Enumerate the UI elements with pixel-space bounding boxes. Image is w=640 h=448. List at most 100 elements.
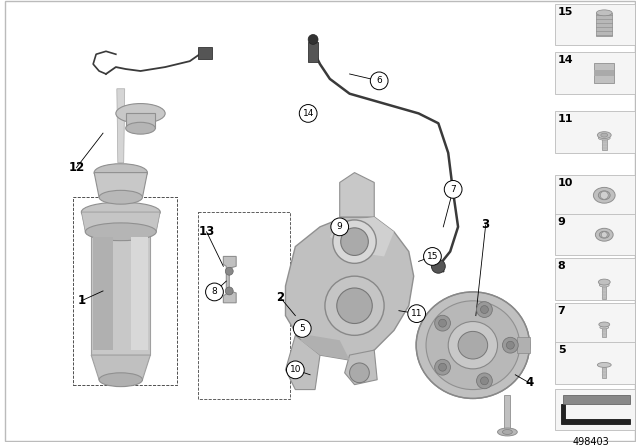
- Polygon shape: [93, 237, 113, 350]
- Circle shape: [225, 287, 233, 295]
- Circle shape: [602, 232, 607, 238]
- Ellipse shape: [597, 362, 611, 367]
- Circle shape: [435, 359, 451, 375]
- Circle shape: [502, 337, 518, 353]
- Polygon shape: [602, 137, 607, 150]
- Text: 9: 9: [337, 222, 342, 231]
- Polygon shape: [595, 70, 614, 76]
- Circle shape: [477, 302, 492, 318]
- Circle shape: [444, 181, 462, 198]
- Polygon shape: [117, 89, 125, 163]
- Circle shape: [408, 305, 426, 323]
- Ellipse shape: [593, 187, 615, 203]
- Ellipse shape: [599, 283, 609, 287]
- Text: 7: 7: [451, 185, 456, 194]
- Bar: [555, 4, 635, 45]
- Circle shape: [340, 228, 369, 255]
- Text: 10: 10: [557, 177, 573, 188]
- Circle shape: [438, 363, 447, 371]
- Circle shape: [337, 288, 372, 323]
- Circle shape: [287, 361, 304, 379]
- Polygon shape: [340, 172, 374, 217]
- Polygon shape: [602, 327, 606, 337]
- Text: 2: 2: [276, 291, 285, 304]
- Ellipse shape: [426, 301, 520, 390]
- Ellipse shape: [81, 202, 160, 222]
- Polygon shape: [504, 395, 510, 429]
- Text: 8: 8: [557, 261, 566, 271]
- Circle shape: [331, 218, 349, 236]
- Text: 7: 7: [557, 306, 566, 316]
- Text: 14: 14: [303, 109, 314, 118]
- Circle shape: [477, 373, 492, 389]
- Polygon shape: [94, 172, 147, 197]
- Text: 11: 11: [411, 309, 422, 318]
- Text: 5: 5: [300, 324, 305, 333]
- Circle shape: [293, 319, 311, 337]
- Circle shape: [506, 341, 515, 349]
- Polygon shape: [345, 350, 377, 385]
- Circle shape: [349, 363, 369, 383]
- Ellipse shape: [600, 326, 609, 329]
- Bar: [555, 303, 635, 344]
- Text: 4: 4: [525, 376, 533, 389]
- Circle shape: [424, 248, 442, 265]
- Text: 15: 15: [427, 252, 438, 261]
- Text: 5: 5: [557, 345, 565, 355]
- Circle shape: [225, 267, 233, 275]
- Text: 3: 3: [482, 218, 490, 231]
- Circle shape: [205, 283, 223, 301]
- Polygon shape: [285, 217, 413, 360]
- Ellipse shape: [597, 132, 611, 138]
- Bar: [555, 214, 635, 255]
- Text: 10: 10: [289, 366, 301, 375]
- Ellipse shape: [598, 191, 610, 200]
- Ellipse shape: [416, 292, 529, 398]
- Ellipse shape: [94, 164, 147, 181]
- Polygon shape: [131, 237, 148, 350]
- Polygon shape: [125, 113, 156, 128]
- Polygon shape: [561, 405, 630, 424]
- Polygon shape: [91, 355, 150, 380]
- Ellipse shape: [502, 430, 513, 435]
- Polygon shape: [596, 13, 612, 36]
- Ellipse shape: [99, 190, 143, 204]
- Circle shape: [308, 34, 318, 44]
- Ellipse shape: [99, 373, 143, 387]
- Ellipse shape: [599, 231, 609, 238]
- Text: 14: 14: [557, 55, 573, 65]
- Circle shape: [481, 306, 488, 314]
- Circle shape: [325, 276, 384, 336]
- Bar: [555, 175, 635, 216]
- Text: 11: 11: [557, 114, 573, 125]
- Text: 8: 8: [212, 288, 218, 297]
- Circle shape: [333, 220, 376, 263]
- Text: 12: 12: [68, 161, 84, 174]
- Ellipse shape: [497, 428, 517, 436]
- Polygon shape: [563, 395, 630, 405]
- Polygon shape: [223, 256, 236, 303]
- Ellipse shape: [448, 322, 497, 369]
- Ellipse shape: [595, 228, 613, 241]
- Ellipse shape: [85, 223, 156, 241]
- Polygon shape: [602, 367, 606, 378]
- Bar: [198, 47, 211, 59]
- Circle shape: [371, 72, 388, 90]
- Polygon shape: [81, 212, 160, 232]
- Circle shape: [300, 104, 317, 122]
- Circle shape: [481, 377, 488, 385]
- Polygon shape: [517, 337, 530, 353]
- Ellipse shape: [596, 10, 612, 16]
- Text: 13: 13: [198, 225, 214, 238]
- Circle shape: [431, 259, 445, 273]
- Circle shape: [435, 315, 451, 331]
- Bar: [555, 388, 635, 430]
- Polygon shape: [595, 63, 614, 83]
- Ellipse shape: [458, 332, 488, 359]
- Text: 1: 1: [77, 294, 85, 307]
- Ellipse shape: [116, 103, 165, 123]
- Polygon shape: [300, 336, 349, 360]
- Text: 9: 9: [557, 217, 566, 227]
- Bar: [555, 258, 635, 300]
- Bar: [555, 52, 635, 94]
